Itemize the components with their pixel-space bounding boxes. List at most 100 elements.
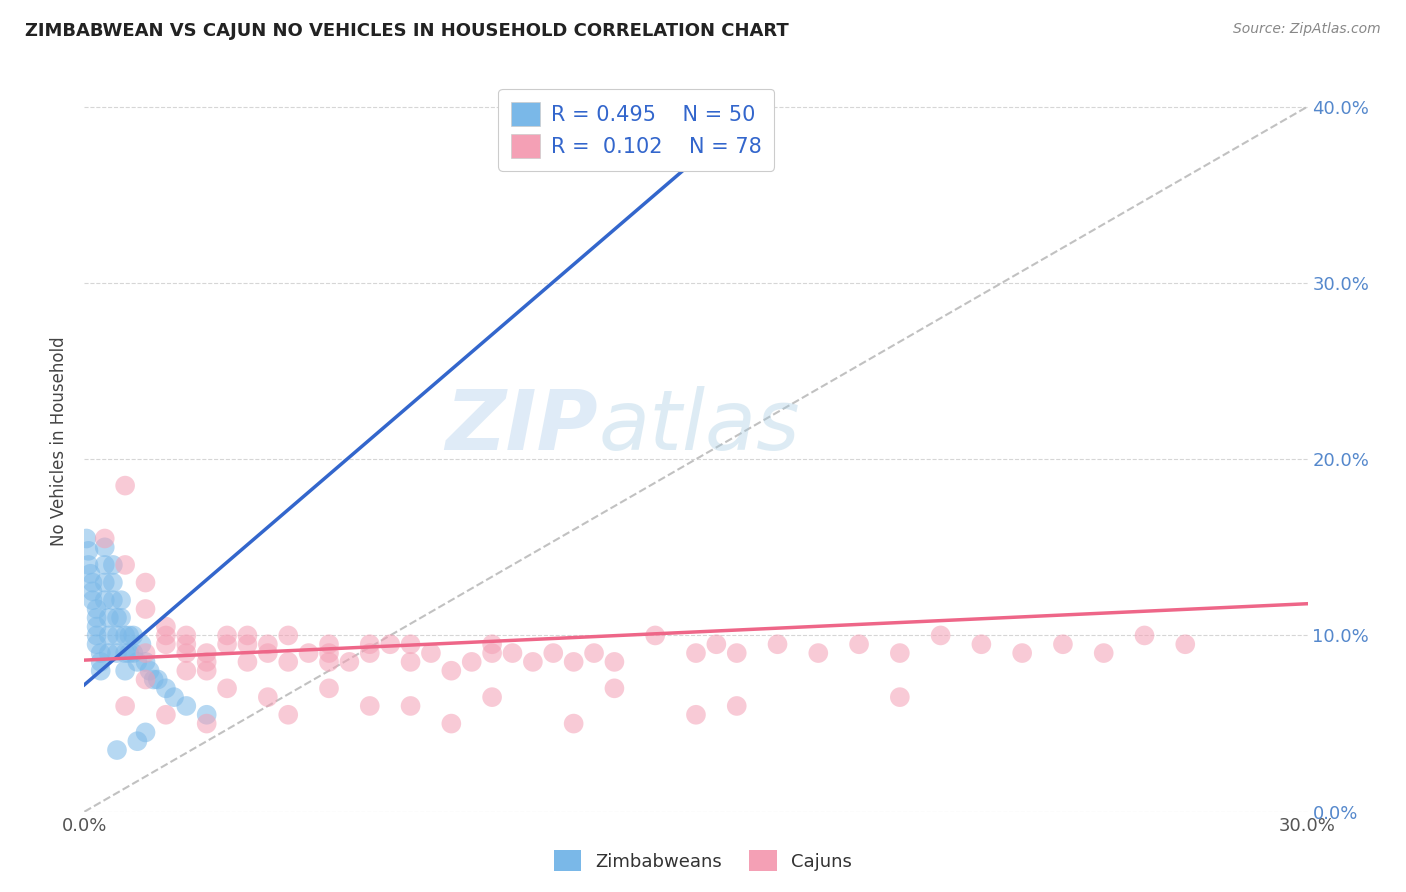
Point xyxy=(848,637,870,651)
Point xyxy=(163,690,186,705)
Point xyxy=(135,655,157,669)
Point xyxy=(174,698,197,713)
Point xyxy=(127,734,149,748)
Point xyxy=(807,646,830,660)
Point xyxy=(86,611,108,625)
Point xyxy=(461,655,484,669)
Point xyxy=(195,664,218,678)
Point xyxy=(135,646,157,660)
Point xyxy=(1133,628,1156,642)
Point xyxy=(481,637,503,651)
Point xyxy=(105,611,128,625)
Text: ZIMBABWEAN VS CAJUN NO VEHICLES IN HOUSEHOLD CORRELATION CHART: ZIMBABWEAN VS CAJUN NO VEHICLES IN HOUSE… xyxy=(25,22,789,40)
Point xyxy=(90,664,112,678)
Legend: R = 0.495    N = 50, R =  0.102    N = 78: R = 0.495 N = 50, R = 0.102 N = 78 xyxy=(499,89,773,170)
Point xyxy=(685,707,707,722)
Legend: Zimbabweans, Cajuns: Zimbabweans, Cajuns xyxy=(547,843,859,879)
Point xyxy=(236,628,259,642)
Point xyxy=(236,655,259,669)
Point xyxy=(93,541,115,555)
Point xyxy=(131,637,153,651)
Point xyxy=(77,558,100,572)
Point xyxy=(685,646,707,660)
Text: Source: ZipAtlas.com: Source: ZipAtlas.com xyxy=(1233,22,1381,37)
Point xyxy=(97,611,120,625)
Point xyxy=(114,664,136,678)
Text: atlas: atlas xyxy=(598,386,800,467)
Point xyxy=(75,532,97,546)
Point xyxy=(318,637,340,651)
Point xyxy=(174,646,197,660)
Point xyxy=(105,743,128,757)
Point xyxy=(155,619,177,633)
Point xyxy=(481,690,503,705)
Point xyxy=(114,628,136,642)
Point xyxy=(399,698,422,713)
Point xyxy=(725,698,748,713)
Point xyxy=(155,637,177,651)
Point xyxy=(122,646,145,660)
Point xyxy=(359,637,381,651)
Point xyxy=(277,655,299,669)
Point xyxy=(420,646,443,660)
Point xyxy=(706,637,728,651)
Point xyxy=(122,628,145,642)
Point xyxy=(603,681,626,696)
Point xyxy=(277,628,299,642)
Point xyxy=(118,628,141,642)
Point xyxy=(257,637,280,651)
Point xyxy=(118,646,141,660)
Point xyxy=(135,602,157,616)
Point xyxy=(1011,646,1033,660)
Point xyxy=(399,655,422,669)
Point xyxy=(318,681,340,696)
Point xyxy=(86,628,108,642)
Point xyxy=(142,673,165,687)
Point xyxy=(110,593,132,607)
Point xyxy=(97,628,120,642)
Point xyxy=(127,655,149,669)
Point xyxy=(1052,637,1074,651)
Point xyxy=(481,646,503,660)
Point xyxy=(359,698,381,713)
Point xyxy=(562,716,585,731)
Point xyxy=(155,707,177,722)
Point xyxy=(114,698,136,713)
Point xyxy=(644,628,666,642)
Point xyxy=(583,646,606,660)
Point xyxy=(135,673,157,687)
Point xyxy=(93,575,115,590)
Point xyxy=(889,690,911,705)
Point xyxy=(174,628,197,642)
Point xyxy=(79,566,101,581)
Point xyxy=(93,593,115,607)
Point xyxy=(339,655,361,669)
Point xyxy=(318,655,340,669)
Point xyxy=(195,655,218,669)
Point xyxy=(217,681,239,696)
Point xyxy=(86,602,108,616)
Point xyxy=(359,646,381,660)
Point xyxy=(110,611,132,625)
Point xyxy=(101,558,124,572)
Point xyxy=(93,532,115,546)
Point xyxy=(298,646,321,660)
Point xyxy=(146,673,169,687)
Point xyxy=(86,619,108,633)
Point xyxy=(380,637,402,651)
Point xyxy=(195,707,218,722)
Point xyxy=(440,716,463,731)
Point xyxy=(105,628,128,642)
Point xyxy=(1174,637,1197,651)
Y-axis label: No Vehicles in Household: No Vehicles in Household xyxy=(51,336,69,547)
Point xyxy=(1092,646,1115,660)
Point xyxy=(217,628,239,642)
Point xyxy=(603,655,626,669)
Point xyxy=(236,637,259,651)
Point xyxy=(277,707,299,722)
Point xyxy=(318,646,340,660)
Point xyxy=(86,637,108,651)
Point xyxy=(101,593,124,607)
Point xyxy=(522,655,544,669)
Point xyxy=(114,558,136,572)
